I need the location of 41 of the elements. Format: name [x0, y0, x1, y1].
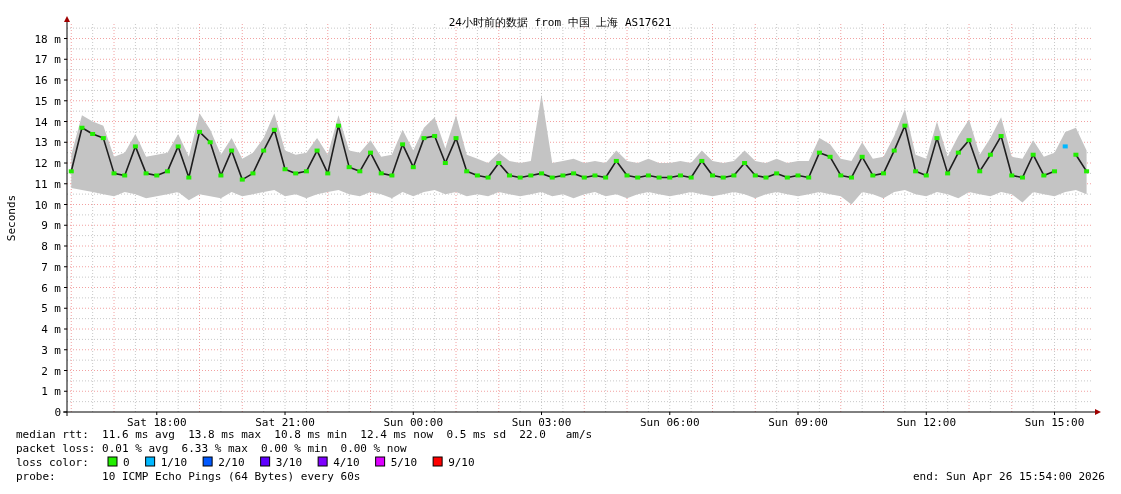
text: packet loss: 0.01 % avg 6.33 % max 0.00 % min 0.00 % now	[16, 442, 408, 455]
y-tick-label: 8 m	[41, 240, 62, 254]
y-tick-label: 2 m	[41, 364, 62, 378]
y-tick-label: 16 m	[34, 74, 62, 88]
y-tick-label: 0	[54, 406, 61, 419]
y-tick-label: 15 m	[34, 94, 62, 108]
x-tick-label: Sun 12:00	[896, 416, 957, 429]
legend-label: 2/10	[218, 456, 245, 469]
legend-label: 0	[123, 456, 130, 469]
x-tick-label: Sun 00:00	[383, 416, 444, 429]
y-axis-title: Seconds	[5, 194, 18, 242]
y-tick-label: 12 m	[34, 157, 62, 171]
text: probe: 10 ICMP Echo Pings (64 Bytes) every 60s	[16, 470, 361, 483]
y-tick-label: 3 m	[41, 343, 62, 357]
x-tick-label: Sun 09:00	[768, 416, 828, 429]
x-tick-label: Sat 21:00	[255, 416, 315, 429]
text: end: Sun Apr 26 15:54:00 2026	[912, 470, 1105, 483]
y-tick-label: 10 m	[34, 198, 62, 212]
legend-title: loss color:	[16, 456, 89, 469]
y-tick-label: 5 m	[41, 302, 62, 316]
text: median rtt: 11.6 ms avg 13.8 ms max 10.8 ms min 12.4 ms now 0.5 ms sd 22.0 am/s	[16, 428, 593, 441]
x-tick-label: Sun 06:00	[639, 416, 700, 429]
legend-label: 4/10	[333, 456, 360, 469]
y-tick-label: 11 m	[34, 177, 62, 191]
y-tick-label: 14 m	[34, 115, 62, 129]
y-tick-label: 4 m	[41, 323, 62, 337]
y-tick-label: 18 m	[34, 32, 62, 46]
x-tick-label: Sun 15:00	[1024, 416, 1085, 429]
y-tick-label: 7 m	[41, 260, 62, 274]
legend-label: 5/10	[390, 456, 418, 469]
y-tick-label: 17 m	[34, 53, 62, 67]
y-tick-label: 13 m	[34, 136, 62, 150]
legend-label: 3/10	[275, 456, 303, 469]
y-tick-label: 1 m	[41, 385, 62, 399]
legend-label: 9/10	[448, 456, 475, 469]
y-tick-label: 6 m	[41, 281, 62, 295]
x-tick-label: Sun 03:00	[511, 416, 572, 429]
x-tick-label: Sat 18:00	[126, 416, 187, 429]
chart-title: 24小时前的数据 from 中国 上海 AS17621	[448, 16, 672, 29]
y-tick-label: 9 m	[41, 219, 62, 233]
legend-label: 1/10	[160, 456, 188, 469]
